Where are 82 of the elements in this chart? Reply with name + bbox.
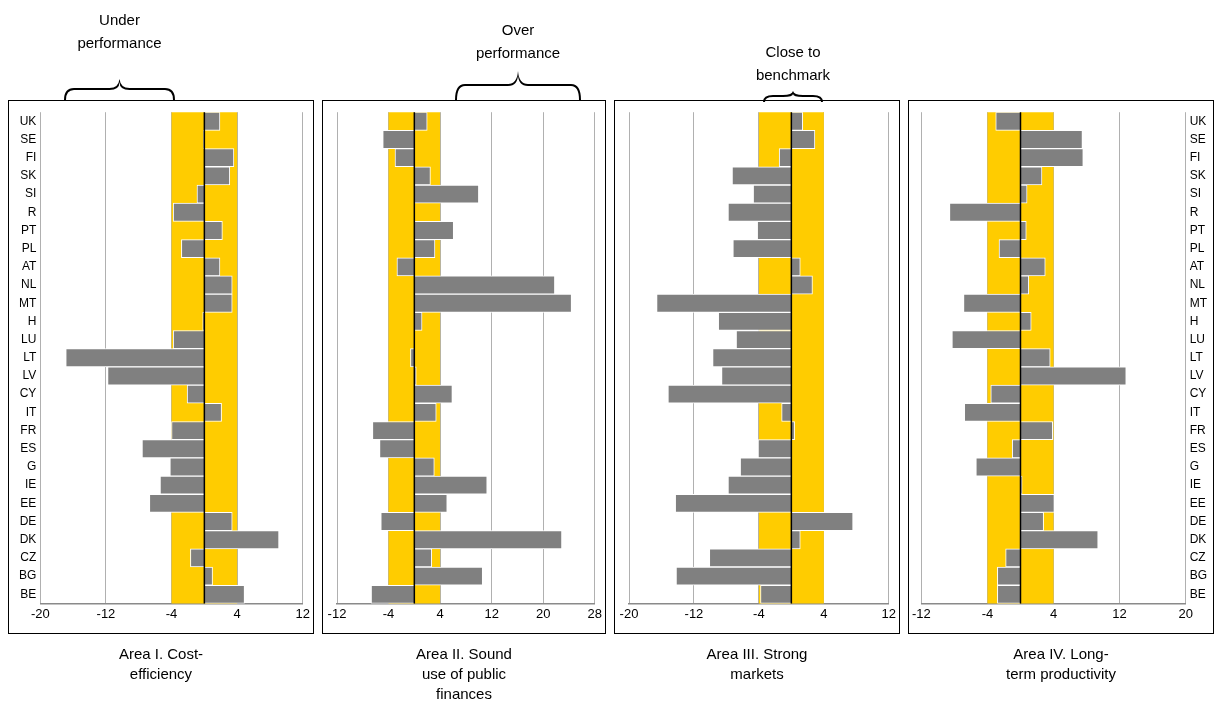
y-tick-label: CZ — [1189, 550, 1206, 565]
x-tick-label: -20 — [30, 605, 50, 621]
y-tick-label: ES — [20, 441, 37, 456]
y-tick-label: MT — [1189, 295, 1208, 310]
x-tick-label: 4 — [233, 605, 241, 621]
y-tick-label: R — [27, 204, 37, 219]
y-tick-label: R — [1189, 204, 1199, 219]
y-tick-label: ES — [1189, 441, 1206, 456]
x-tick-label: 12 — [1112, 605, 1127, 621]
y-tick-label: FR — [20, 422, 37, 437]
y-tick-label: AT — [21, 259, 37, 274]
y-tick-label: SI — [1189, 186, 1202, 201]
y-tick-label: EE — [20, 495, 37, 510]
y-tick-label: DK — [1189, 532, 1207, 547]
x-tick-label: -4 — [981, 605, 994, 621]
x-tick-label: 12 — [484, 605, 499, 621]
text: Area III. Strong markets — [705, 644, 809, 684]
y-tick-label: LU — [1189, 331, 1206, 346]
x-tick-label: -12 — [327, 605, 347, 621]
y-tick-label: CZ — [20, 550, 37, 565]
y-tick-label: CY — [1189, 386, 1207, 401]
x-tick-label: 4 — [820, 605, 828, 621]
text: Area II. Sound use of public finances — [415, 644, 513, 704]
y-tick-label: BE — [1189, 586, 1206, 601]
y-tick-label: NL — [1189, 277, 1206, 292]
y-tick-label: LT — [23, 350, 37, 365]
text: Over performance — [474, 20, 562, 63]
y-tick-label: IT — [1189, 404, 1201, 419]
x-tick-label: 20 — [1178, 605, 1193, 621]
y-tick-label: LU — [20, 331, 37, 346]
y-tick-label: PL — [21, 240, 37, 255]
y-tick-label: IE — [24, 477, 37, 492]
x-tick-label: 4 — [1049, 605, 1058, 621]
y-tick-label: BG — [18, 568, 37, 583]
x-tick-label: 12 — [881, 605, 896, 621]
y-tick-label: FI — [25, 149, 37, 164]
text: Area IV. Long-term productivity — [1004, 644, 1117, 684]
y-tick-label: UK — [1189, 113, 1207, 128]
y-tick-label: LV — [22, 368, 37, 383]
x-tick-label: 28 — [587, 605, 602, 621]
y-tick-label: SE — [20, 131, 37, 146]
y-tick-label: IT — [25, 404, 37, 419]
text: Close to benchmark — [754, 42, 832, 85]
y-tick-label: AT — [1189, 259, 1205, 274]
y-tick-label: FI — [1189, 149, 1201, 164]
y-tick-label: BE — [20, 586, 37, 601]
y-tick-label: BG — [1189, 568, 1208, 583]
y-tick-label: H — [1189, 313, 1199, 328]
x-tick-label: -12 — [912, 605, 931, 621]
y-tick-label: NL — [20, 277, 37, 292]
text: Under performance — [76, 10, 163, 53]
x-tick-label: -20 — [619, 605, 639, 621]
x-tick-label: -4 — [753, 605, 765, 621]
x-tick-label: -12 — [96, 605, 116, 621]
y-tick-label: MT — [19, 295, 38, 310]
y-tick-label: UK — [19, 113, 37, 128]
y-tick-label: SK — [1189, 168, 1206, 183]
x-tick-label: -12 — [684, 605, 704, 621]
x-tick-label: 12 — [295, 605, 310, 621]
y-tick-label: G — [26, 459, 37, 474]
x-tick-label: -4 — [382, 605, 395, 621]
y-tick-label: EE — [1189, 495, 1206, 510]
x-tick-label: 20 — [535, 605, 551, 621]
y-tick-label: DE — [19, 513, 37, 528]
y-tick-label: LV — [1189, 368, 1204, 383]
y-tick-label: DE — [1189, 513, 1207, 528]
y-tick-label: PT — [1189, 222, 1206, 237]
y-tick-label: LT — [1189, 350, 1204, 365]
y-tick-label: CY — [19, 386, 37, 401]
y-tick-label: SI — [24, 186, 37, 201]
y-tick-label: SE — [1189, 131, 1206, 146]
y-tick-label: G — [1189, 459, 1200, 474]
y-tick-label: H — [27, 313, 37, 328]
y-tick-label: SK — [20, 168, 37, 183]
y-tick-label: IE — [1189, 477, 1202, 492]
y-tick-label: FR — [1189, 422, 1206, 437]
x-tick-label: -4 — [165, 605, 178, 621]
y-tick-label: PL — [1189, 240, 1205, 255]
x-tick-label: 4 — [436, 605, 444, 621]
y-tick-label: DK — [19, 532, 37, 547]
text: Area I. Cost-efficiency — [117, 644, 205, 684]
y-tick-label: PT — [20, 222, 37, 237]
